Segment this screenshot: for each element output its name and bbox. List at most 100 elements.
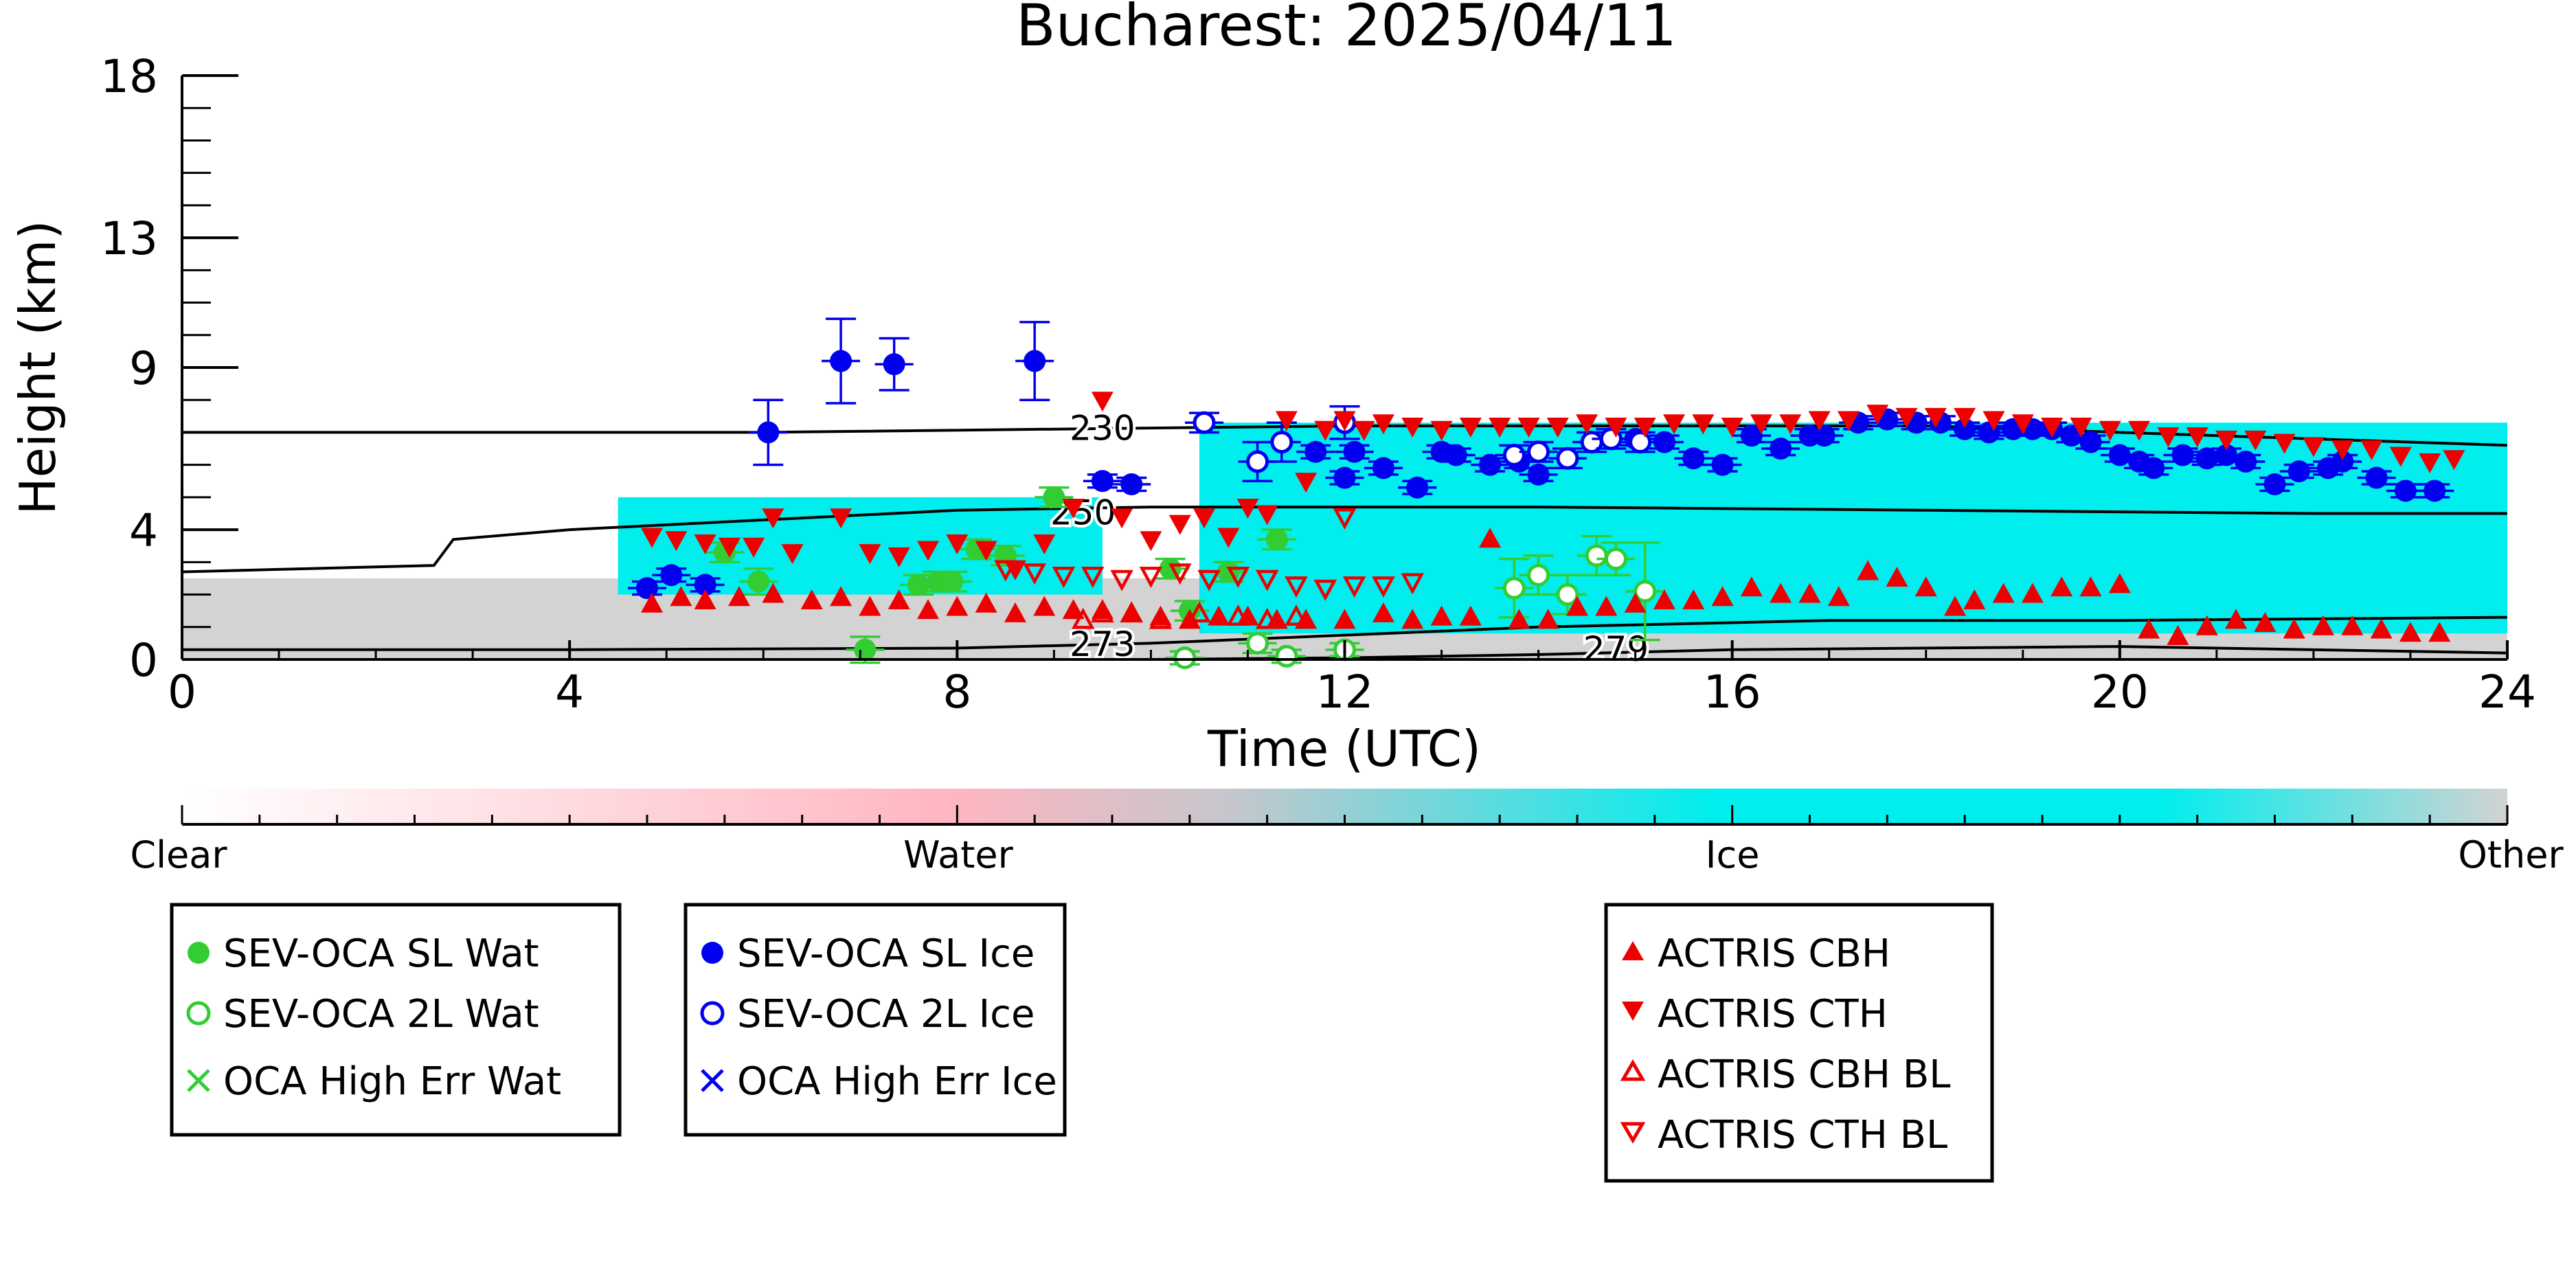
marker-actris-cbh <box>1508 609 1530 629</box>
marker-actris-cth-bl <box>1333 508 1357 530</box>
marker-sev-oca-sl-ice <box>1445 444 1467 466</box>
marker-actris-cth <box>1663 414 1686 435</box>
marker-actris-cbh-bl <box>1071 607 1095 629</box>
marker-actris-cth <box>1721 418 1743 438</box>
marker-actris-cbh <box>1401 609 1424 629</box>
contour-250 <box>182 506 2507 574</box>
legend-cth-marker <box>1622 1002 1644 1021</box>
y-tick-label: 13 <box>100 212 158 265</box>
marker-actris-cbh <box>1459 605 1482 626</box>
marker-actris-cbh <box>1740 576 1763 597</box>
marker-actris-cth <box>2186 427 2208 448</box>
marker-actris-cth <box>946 534 969 554</box>
marker-actris-cth <box>859 544 881 565</box>
marker-actris-cbh <box>888 589 910 609</box>
legend-sl-wat-marker <box>188 942 210 964</box>
marker-sev-oca-2l-ice <box>1502 444 1526 466</box>
marker-actris-cbh <box>1798 583 1821 603</box>
marker-actris-cth-bl <box>1023 563 1046 585</box>
marker-actris-cbh <box>2370 618 2393 639</box>
marker-sev-oca-sl-ice <box>1091 470 1114 493</box>
marker-actris-cth <box>1033 534 1056 554</box>
colorbar: Clear Water Ice Other <box>130 789 2564 877</box>
marker-actris-cth <box>1372 414 1394 435</box>
marker-actris-cbh-bl <box>1188 601 1211 623</box>
marker-sev-oca-2l-wat <box>1556 583 1579 607</box>
marker-actris-cth <box>1517 418 1540 438</box>
marker-actris-cbh <box>1372 602 1394 622</box>
marker-actris-cbh <box>1062 599 1085 620</box>
marker-actris-cbh <box>1963 589 1986 609</box>
contour-label-230: 230 <box>1070 409 1135 449</box>
marker-actris-cbh <box>1857 560 1879 580</box>
marker-actris-cbh <box>1624 592 1647 613</box>
axis-ticks: 0 4 8 12 16 20 24 0 4 9 13 18 <box>100 50 2536 719</box>
x-tick-label: 16 <box>1704 666 1761 719</box>
marker-actris-cth <box>830 508 852 529</box>
marker-actris-cbh <box>2225 609 2248 629</box>
marker-actris-cbh <box>2341 615 2364 635</box>
x-tick-label: 12 <box>1316 666 1374 719</box>
marker-actris-cbh <box>1682 589 1705 609</box>
marker-actris-cth-bl <box>994 560 1017 582</box>
marker-actris-cbh <box>2050 576 2073 597</box>
marker-sev-oca-2l-wat <box>1173 646 1197 670</box>
marker-actris-cbh <box>1770 583 1792 603</box>
marker-sev-oca-sl-ice <box>2079 431 2102 453</box>
marker-actris-cbh <box>1537 609 1559 629</box>
marker-actris-cth-bl <box>1255 569 1279 591</box>
marker-actris-cbh <box>641 592 664 613</box>
legend-cth-bl-label: ACTRIS CTH BL <box>1658 1113 1947 1157</box>
marker-sev-oca-2l-wat <box>1275 644 1298 668</box>
legend-2l-ice-marker <box>700 1001 725 1026</box>
y-tick-label: 18 <box>100 50 158 103</box>
colorbar-label-water: Water <box>903 833 1013 877</box>
marker-actris-cth <box>1576 414 1598 435</box>
marker-actris-cbh <box>2167 624 2189 645</box>
marker-actris-cth <box>2331 440 2354 461</box>
marker-sev-oca-sl-ice <box>1770 438 1792 460</box>
legend-sl-ice-marker <box>701 942 723 964</box>
marker-actris-cth <box>2273 433 2296 454</box>
legend-cbh-label: ACTRIS CBH <box>1658 931 1890 976</box>
marker-sev-oca-sl-ice <box>2235 450 2257 473</box>
marker-actris-cth <box>888 547 910 567</box>
marker-actris-cbh <box>800 589 823 609</box>
marker-actris-cth <box>1333 411 1356 431</box>
x-axis-label: Time (UTC) <box>1207 720 1481 778</box>
marker-sev-oca-2l-ice <box>1629 431 1652 454</box>
legend-cbh-bl-marker <box>1620 1059 1646 1081</box>
marker-actris-cbh <box>975 592 997 613</box>
marker-sev-oca-sl-ice <box>1954 418 1976 440</box>
marker-sev-oca-sl-ice <box>1343 440 1366 463</box>
marker-sev-oca-2l-wat <box>1634 580 1657 603</box>
legend-higherr-ice-label: OCA High Err Ice <box>737 1059 1057 1104</box>
legend-higherr-wat-label: OCA High Err Wat <box>223 1059 561 1104</box>
marker-actris-cth <box>1837 411 1860 431</box>
marker-sev-oca-sl-ice <box>2171 444 2194 466</box>
marker-actris-cbh <box>762 583 784 603</box>
marker-actris-cth-bl <box>1139 566 1163 588</box>
marker-actris-cbh <box>917 599 940 620</box>
marker-actris-cth <box>2157 427 2180 448</box>
marker-actris-cth-bl <box>1081 566 1105 588</box>
marker-actris-cth <box>1236 499 1259 519</box>
marker-actris-cth <box>1314 420 1337 441</box>
x-tick-label: 0 <box>168 666 196 719</box>
marker-actris-cth-bl <box>1313 579 1337 601</box>
marker-actris-cth <box>1004 560 1026 580</box>
data-markers <box>628 317 2465 670</box>
marker-sev-oca-sl-wat <box>747 570 770 593</box>
marker-actris-cth <box>917 541 940 561</box>
legend-sl-wat-label: SEV-OCA SL Wat <box>223 931 539 976</box>
marker-sev-oca-2l-wat <box>1604 547 1627 571</box>
marker-actris-cbh <box>727 586 750 607</box>
legend-higherr-wat-marker <box>187 1069 210 1092</box>
marker-sev-oca-sl-ice <box>883 353 905 376</box>
legend-actris-box <box>1604 903 1994 1183</box>
marker-actris-cth <box>1605 418 1627 438</box>
marker-sev-oca-sl-ice <box>660 564 683 587</box>
marker-actris-cth <box>1140 531 1162 552</box>
marker-actris-cbh <box>859 596 881 616</box>
marker-sev-oca-sl-ice <box>1813 425 1835 447</box>
